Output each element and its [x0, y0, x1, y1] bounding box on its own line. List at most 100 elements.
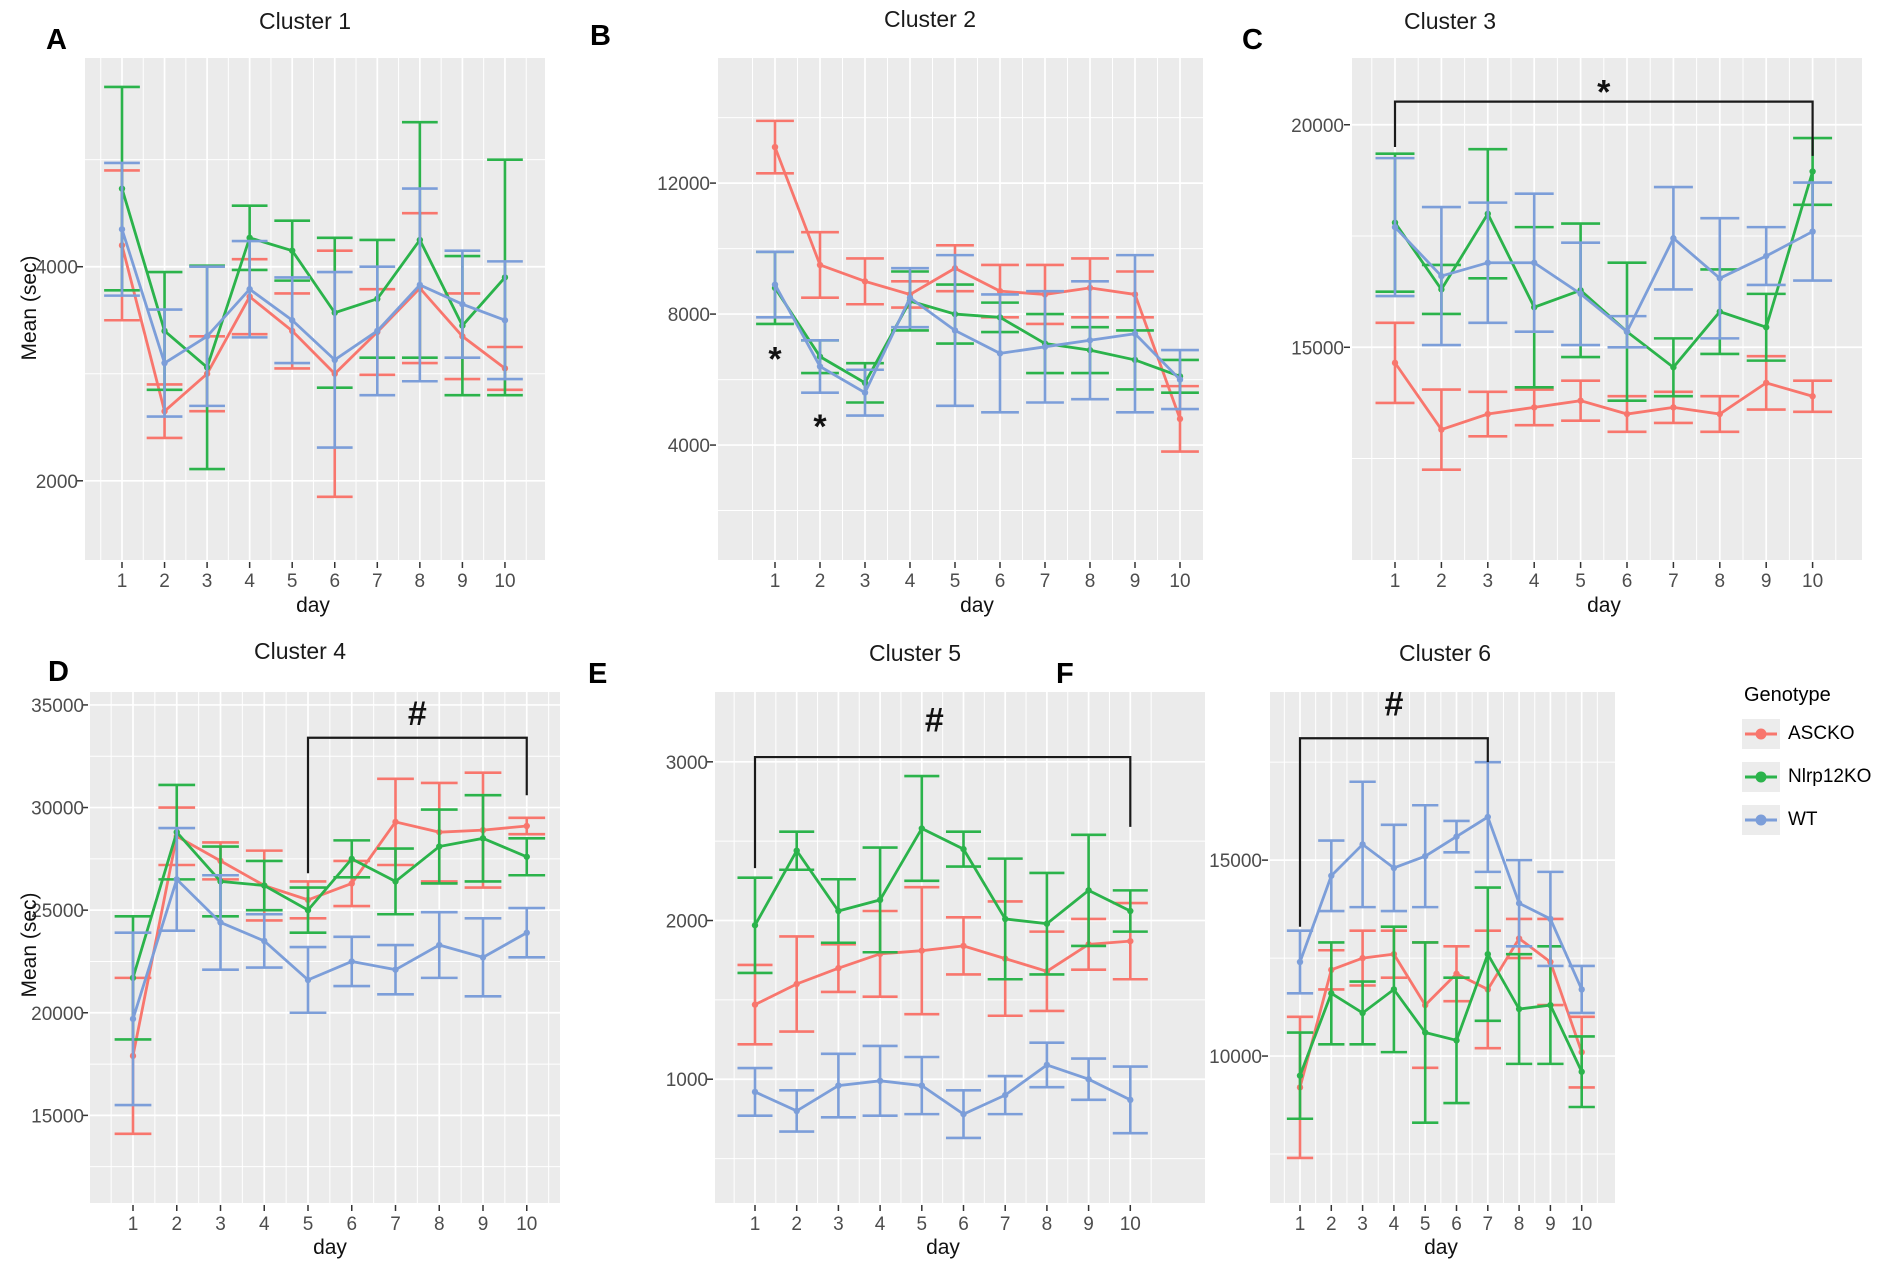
- x-tick-label: 8: [1514, 1214, 1525, 1235]
- series-wt: [104, 161, 523, 449]
- x-tick-label: 7: [1000, 1214, 1011, 1235]
- legend-entry-nlrp12ko: Nlrp12KO: [1742, 762, 1878, 792]
- data-point: [1131, 330, 1139, 337]
- data-point: [1041, 343, 1049, 351]
- panel-f: 10000 15000 1 2 3 4 5 6 7 8 9 10 #: [1209, 685, 1615, 1235]
- x-tick-label: 4: [259, 1214, 270, 1235]
- data-point: [960, 1110, 967, 1118]
- x-tick-label: 9: [457, 571, 468, 592]
- data-point: [906, 294, 914, 301]
- panel-b: 4000 8000 12000 1 2 3 4 5 6 7 8 9 10 * *: [657, 58, 1203, 592]
- data-point: [304, 976, 312, 984]
- axis-ticks: 15000 20000 25000 30000 35000 1 2 3 4 5 6 7 8 9 10: [31, 696, 537, 1235]
- data-point: [1359, 954, 1366, 962]
- data-point: [1578, 986, 1585, 993]
- legend: Genotype ASCKO Nlrp12KO WT: [1742, 684, 1878, 848]
- data-point: [1127, 907, 1134, 915]
- data-point: [1578, 1068, 1585, 1075]
- data-point: [129, 1015, 137, 1023]
- data-point: [1296, 1072, 1304, 1079]
- data-point: [1577, 397, 1584, 404]
- series-ascko: [1375, 321, 1833, 471]
- x-tick-label: 8: [1042, 1214, 1053, 1235]
- data-point: [289, 247, 296, 254]
- x-tick-label: 3: [833, 1214, 844, 1235]
- panel-e-letter: E: [588, 658, 609, 690]
- y-tick-label: 2000: [36, 472, 78, 493]
- data-point: [374, 327, 381, 335]
- data-point: [1390, 864, 1398, 872]
- x-tick-label: 9: [1083, 1214, 1094, 1235]
- legend-entry-wt: WT: [1742, 805, 1878, 835]
- panel-c-title: Cluster 3: [1403, 8, 1497, 34]
- data-point: [876, 896, 884, 904]
- data-point: [392, 818, 399, 826]
- data-point: [1085, 1076, 1092, 1083]
- data-point: [1484, 410, 1492, 418]
- y-tick-label: 25000: [31, 901, 84, 922]
- data-point: [876, 1077, 884, 1085]
- data-point: [479, 954, 487, 961]
- y-tick-label: 15000: [1209, 851, 1262, 872]
- data-point: [1328, 990, 1335, 997]
- panel-d-title: Cluster 4: [253, 638, 347, 664]
- x-tick-label: 3: [1483, 571, 1494, 592]
- data-point: [1670, 364, 1677, 371]
- data-point: [1763, 379, 1770, 387]
- panel-f-letter: F: [1056, 658, 1075, 690]
- x-tick-label: 2: [815, 571, 826, 592]
- panel-d: 15000 20000 25000 30000 35000 1 2 3 4 5 6 7 8 9 10 #: [31, 692, 560, 1235]
- y-tick-label: 4000: [36, 258, 78, 279]
- data-point: [1484, 813, 1492, 821]
- x-tick-label: 2: [159, 571, 170, 592]
- data-point: [1531, 404, 1538, 411]
- x-tick-label: 10: [516, 1214, 537, 1235]
- y-tick-label: 20000: [1291, 116, 1344, 137]
- significance-bracket: [306, 736, 528, 874]
- x-tick-label: 2: [171, 1214, 182, 1235]
- data-point: [1390, 986, 1398, 993]
- x-tick-label: 10: [494, 571, 515, 592]
- x-tick-label: 2: [1436, 571, 1447, 592]
- y-tick-label: 15000: [1291, 338, 1344, 359]
- legend-title: Genotype: [1744, 684, 1831, 706]
- wt-line-dot-icon: [1742, 805, 1780, 835]
- panel-d-letter: D: [48, 656, 70, 688]
- x-tick-label: 9: [1545, 1214, 1556, 1235]
- data-point: [1809, 393, 1816, 400]
- data-point: [289, 317, 296, 324]
- y-tick-label: 8000: [668, 305, 710, 326]
- data-point: [1484, 950, 1492, 958]
- data-point: [1453, 1037, 1460, 1044]
- data-point: [835, 907, 842, 915]
- data-point: [1547, 915, 1554, 923]
- data-point: [479, 835, 487, 842]
- data-point: [1391, 223, 1399, 231]
- x-tick-label: 5: [950, 571, 961, 592]
- axis-ticks: 10000 15000 1 2 3 4 5 6 7 8 9 10: [1209, 851, 1592, 1235]
- data-point: [816, 363, 824, 370]
- data-point: [1043, 920, 1051, 927]
- data-point: [436, 843, 443, 850]
- x-tick-label: 4: [1389, 1214, 1400, 1235]
- y-tick-label: 2000: [666, 912, 708, 933]
- data-point: [996, 350, 1004, 357]
- y-tick-label: 3000: [666, 753, 708, 774]
- data-point: [1422, 852, 1429, 860]
- data-point: [793, 980, 800, 988]
- series-wt: [1286, 760, 1595, 1015]
- data-point: [118, 226, 126, 233]
- x-tick-label: 5: [287, 571, 298, 592]
- data-point: [217, 919, 224, 926]
- x-tick-label: 2: [1326, 1214, 1337, 1235]
- data-point: [1328, 872, 1335, 879]
- x-tick-label: 4: [875, 1214, 886, 1235]
- data-point: [261, 882, 268, 889]
- data-point: [1453, 970, 1460, 977]
- data-point: [523, 822, 530, 830]
- significance-label: #: [1384, 685, 1403, 723]
- data-point: [348, 958, 355, 965]
- data-point: [459, 300, 466, 308]
- x-tick-label: 7: [390, 1214, 401, 1235]
